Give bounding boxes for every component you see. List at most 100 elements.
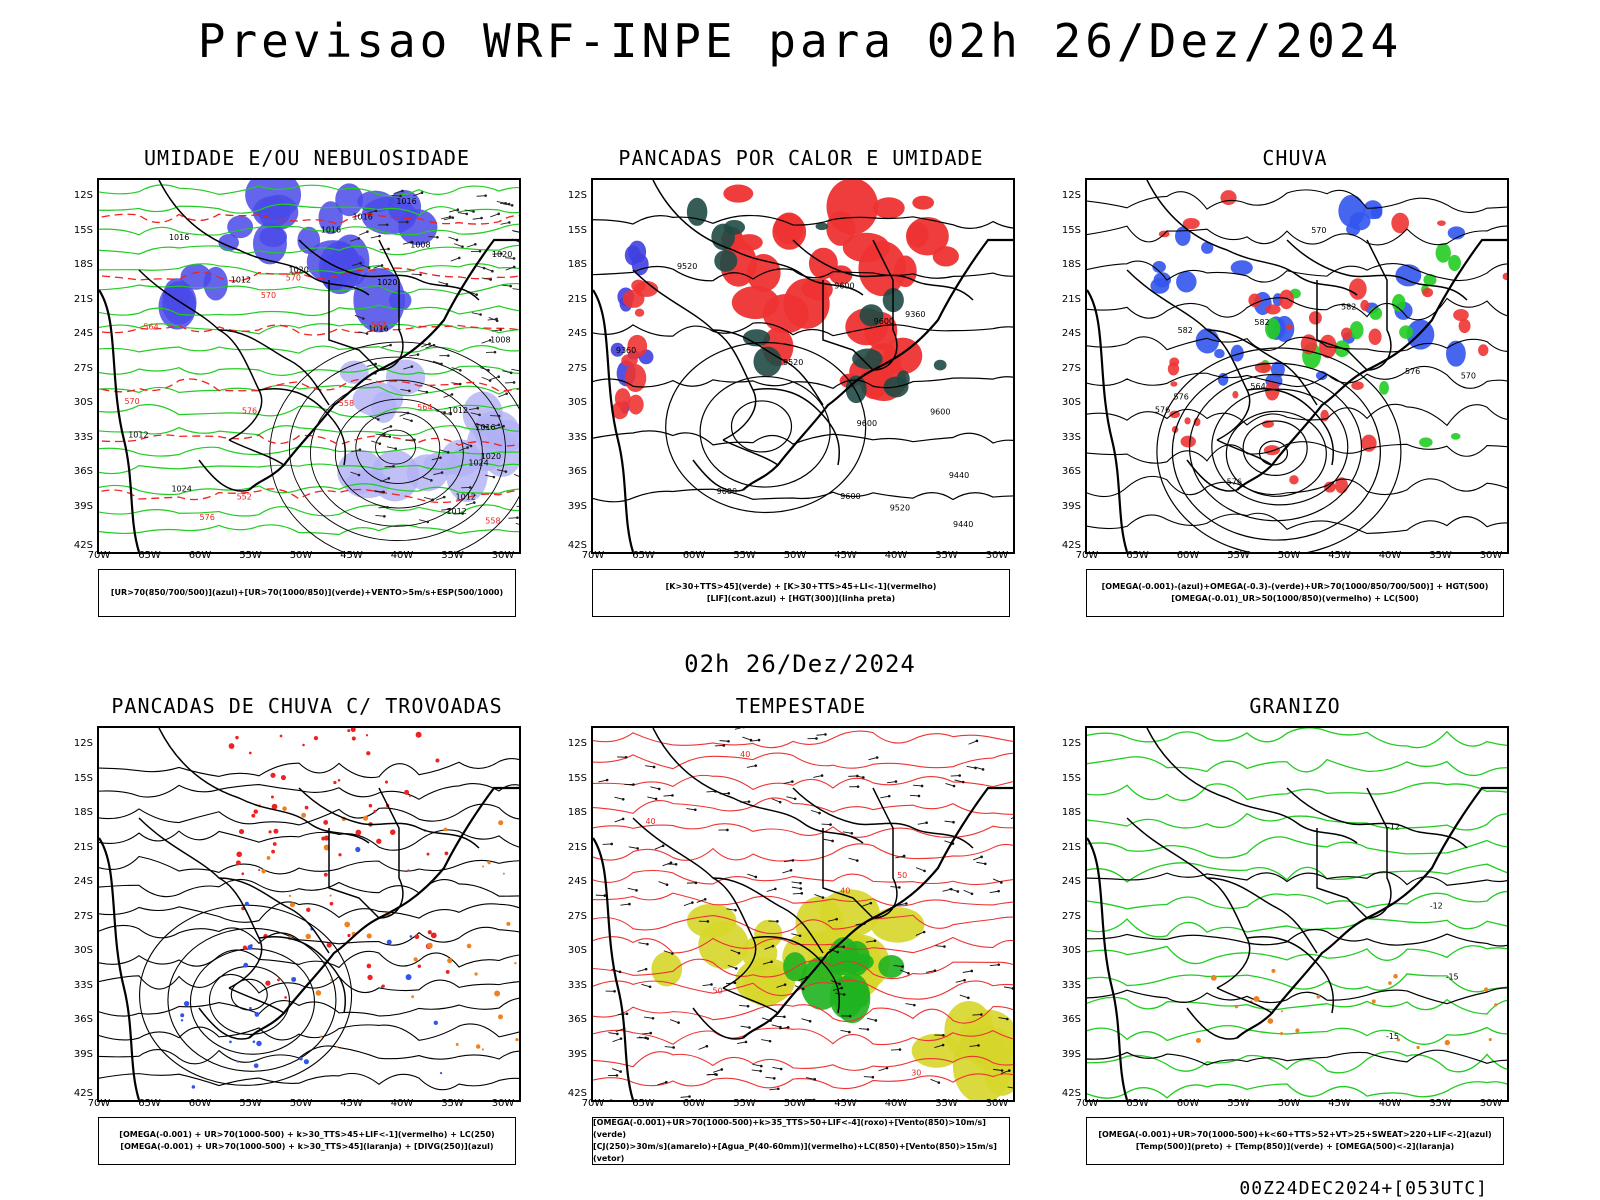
legend-line: [UR>70(850/700/500)](azul)+[UR>70(1000/8…	[110, 588, 504, 597]
contour-line	[309, 379, 483, 527]
field-blob	[723, 184, 754, 203]
longitude-tick-label: 35W	[1429, 1098, 1452, 1109]
wind-vector-head	[801, 987, 805, 991]
wind-vector-head	[425, 390, 429, 394]
wind-vector-head	[461, 245, 464, 248]
wind-vector	[443, 217, 453, 221]
wind-vector-head	[942, 1033, 945, 1037]
contour-line	[593, 488, 1013, 503]
wind-vector-head	[905, 902, 908, 905]
forecast-map[interactable]: 1012 1016 1012 1008 1008 1012 1016 1024 1020 1016…	[97, 178, 521, 554]
wind-vector	[481, 277, 491, 280]
wind-vector-head	[952, 820, 955, 824]
longitude-tick-label: 70W	[581, 550, 605, 561]
field-dot	[380, 985, 384, 989]
panel-title: TEMPESTADE	[735, 694, 867, 718]
panel-legend: [UR>70(850/700/500)](azul)+[UR>70(1000/8…	[98, 569, 516, 617]
wind-vector	[637, 968, 647, 973]
field-dot	[291, 976, 297, 982]
wind-vector	[645, 765, 655, 768]
field-dot	[347, 729, 351, 733]
contour-line	[1087, 871, 1507, 886]
wind-vector	[513, 473, 519, 477]
wind-vector	[351, 449, 361, 453]
wind-vector-head	[800, 892, 804, 895]
latitude-tick-label: 39S	[567, 1048, 587, 1060]
wind-vector	[899, 969, 909, 974]
humidity-low-levels	[99, 184, 519, 536]
forecast-map[interactable]: 40 50 40 50 40 30	[591, 726, 1015, 1102]
contour-line	[1087, 782, 1507, 802]
field-blob	[1453, 308, 1469, 322]
map-canvas	[99, 728, 519, 1100]
forecast-map[interactable]: -12 -12 -15 -15	[1085, 726, 1509, 1102]
country-border	[228, 439, 285, 466]
wind-vector-head	[791, 780, 794, 783]
country-border	[1366, 787, 1392, 919]
wind-vector	[944, 820, 954, 823]
wind-vector	[954, 779, 964, 783]
longitude-tick-label: 35W	[935, 550, 958, 561]
field-dot	[330, 978, 333, 981]
forecast-map[interactable]	[97, 726, 521, 1102]
wind-vector-head	[943, 945, 946, 948]
wind-vector-head	[669, 861, 673, 865]
forecast-map[interactable]: 9600 9600 9600 9520 9600 9440 9520 9600 9440 9360…	[591, 178, 1015, 554]
wind-vector-head	[416, 353, 420, 356]
contour-line	[1087, 756, 1507, 777]
wind-vector	[638, 942, 648, 945]
field-dot	[180, 1013, 185, 1018]
legend-line: [OMEGA(-0.001)+UR>70(1000-500)+k<60+TTS>…	[1098, 1130, 1492, 1139]
latitude-tick-label: 21S	[1061, 841, 1081, 853]
wind-vector-head	[621, 817, 625, 821]
latitude-tick-label: 36S	[1061, 466, 1081, 477]
wind-vector-head	[997, 963, 1001, 966]
longitude-tick-label: 40W	[1378, 550, 1402, 561]
latitude-tick-label: 39S	[1061, 1048, 1081, 1060]
wind-vector-head	[840, 986, 844, 990]
contour-line	[1087, 1049, 1507, 1066]
wind-vector-head	[706, 920, 710, 923]
contour-label: 9600	[840, 492, 860, 501]
contour-line	[593, 214, 1013, 229]
field-blob	[1169, 410, 1181, 419]
field-dot	[427, 930, 432, 935]
wind-vector	[475, 422, 485, 427]
contour-line	[99, 384, 519, 397]
wind-vector	[862, 902, 872, 907]
wind-vector-head	[956, 890, 960, 893]
field-blob	[631, 279, 646, 292]
wind-vector-head	[760, 1064, 763, 1068]
field-dot	[241, 872, 245, 876]
instability-red-west	[611, 279, 659, 420]
longitude-tick-label: 65W	[632, 550, 655, 561]
wind-vector-head	[776, 1087, 780, 1091]
wind-vector	[644, 1016, 654, 1019]
legend-line: [K>30+TTS>45](verde) + [K>30+TTS>45+LI<-…	[665, 582, 937, 591]
wind-vector-head	[512, 265, 516, 269]
wind-vector	[371, 440, 380, 445]
field-dot	[1267, 1018, 1274, 1024]
wind-vector-head	[997, 889, 1000, 893]
wind-vector-head	[480, 216, 483, 220]
field-blob	[259, 226, 288, 248]
contour-line	[99, 462, 519, 475]
latitude-tick-label: 27S	[73, 910, 93, 922]
forecast-map[interactable]: 582 576 582 576 570 576 564 570 582 576	[1085, 178, 1509, 554]
wind-vector-head	[456, 208, 460, 212]
wind-vector-head	[374, 362, 378, 366]
wind-vector-head	[420, 191, 424, 194]
wind-vector-head	[977, 1044, 980, 1047]
wind-vector	[360, 264, 370, 269]
wind-vector	[384, 465, 394, 468]
wind-vector-head	[394, 447, 398, 450]
wind-vector	[821, 823, 831, 826]
contour-label: 1012	[231, 276, 251, 285]
wind-vector	[680, 1096, 690, 1098]
field-blob	[783, 952, 807, 982]
field-dot	[430, 932, 437, 939]
field-blob	[1335, 477, 1348, 494]
field-blob	[634, 308, 645, 317]
contour-label: 1016	[352, 212, 372, 221]
field-blob	[686, 197, 708, 226]
